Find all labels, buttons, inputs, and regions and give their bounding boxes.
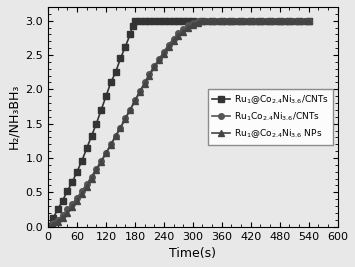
Ru$_1$@Co$_{2.4}$Ni$_{3.6}$/CNTs: [171, 19, 176, 22]
Ru$_1$Co$_{2.4}$Ni$_{3.6}$/CNTs: [142, 81, 147, 84]
Ru$_1$@Co$_{2.4}$Ni$_{3.6}$/CNTs: [84, 147, 89, 150]
Line: Ru$_1$Co$_{2.4}$Ni$_{3.6}$/CNTs: Ru$_1$Co$_{2.4}$Ni$_{3.6}$/CNTs: [45, 18, 311, 229]
Ru$_1$@Co$_{2.4}$Ni$_{3.6}$/CNTs: [80, 159, 84, 162]
Line: Ru$_1$@Co$_{2.4}$Ni$_{3.6}$ NPs: Ru$_1$@Co$_{2.4}$Ni$_{3.6}$ NPs: [45, 18, 311, 229]
Ru$_1$@Co$_{2.4}$Ni$_{3.6}$/CNTs: [186, 19, 190, 22]
Ru$_1$@Co$_{2.4}$Ni$_{3.6}$/CNTs: [166, 19, 171, 22]
Ru$_1$@Co$_{2.4}$Ni$_{3.6}$/CNTs: [229, 19, 234, 22]
Ru$_1$@Co$_{2.4}$Ni$_{3.6}$/CNTs: [152, 19, 156, 22]
Ru$_1$@Co$_{2.4}$Ni$_{3.6}$/CNTs: [157, 19, 161, 22]
Ru$_1$@Co$_{2.4}$Ni$_{3.6}$/CNTs: [128, 33, 132, 36]
Ru$_1$@Co$_{2.4}$Ni$_{3.6}$/CNTs: [258, 19, 262, 22]
Ru$_1$@Co$_{2.4}$Ni$_{3.6}$/CNTs: [268, 19, 272, 22]
Ru$_1$@Co$_{2.4}$Ni$_{3.6}$/CNTs: [130, 25, 135, 28]
Ru$_1$@Co$_{2.4}$Ni$_{3.6}$/CNTs: [109, 81, 113, 84]
Ru$_1$Co$_{2.4}$Ni$_{3.6}$/CNTs: [75, 196, 79, 199]
Ru$_1$@Co$_{2.4}$Ni$_{3.6}$/CNTs: [56, 208, 60, 211]
Ru$_1$@Co$_{2.4}$Ni$_{3.6}$/CNTs: [306, 19, 311, 22]
Ru$_1$@Co$_{2.4}$Ni$_{3.6}$/CNTs: [89, 134, 94, 138]
Ru$_1$@Co$_{2.4}$Ni$_{3.6}$/CNTs: [75, 170, 79, 173]
Ru$_1$@Co$_{2.4}$Ni$_{3.6}$/CNTs: [278, 19, 282, 22]
Ru$_1$@Co$_{2.4}$Ni$_{3.6}$/CNTs: [104, 95, 108, 98]
Ru$_1$@Co$_{2.4}$Ni$_{3.6}$ NPs: [142, 82, 147, 85]
Ru$_1$@Co$_{2.4}$Ni$_{3.6}$/CNTs: [142, 19, 147, 22]
Ru$_1$@Co$_{2.4}$Ni$_{3.6}$/CNTs: [99, 108, 103, 112]
Ru$_1$@Co$_{2.4}$Ni$_{3.6}$/CNTs: [287, 19, 291, 22]
Ru$_1$@Co$_{2.4}$Ni$_{3.6}$/CNTs: [46, 225, 50, 228]
Ru$_1$@Co$_{2.4}$Ni$_{3.6}$/CNTs: [65, 189, 70, 193]
Ru$_1$Co$_{2.4}$Ni$_{3.6}$/CNTs: [109, 143, 113, 146]
Ru$_1$@Co$_{2.4}$Ni$_{3.6}$/CNTs: [176, 19, 180, 22]
Ru$_1$@Co$_{2.4}$Ni$_{3.6}$/CNTs: [138, 19, 142, 22]
Ru$_1$@Co$_{2.4}$Ni$_{3.6}$ NPs: [306, 19, 311, 22]
Ru$_1$Co$_{2.4}$Ni$_{3.6}$/CNTs: [46, 225, 50, 228]
Ru$_1$@Co$_{2.4}$Ni$_{3.6}$ NPs: [109, 143, 113, 147]
Y-axis label: H₂/NH₃BH₃: H₂/NH₃BH₃: [7, 84, 20, 150]
Ru$_1$@Co$_{2.4}$Ni$_{3.6}$/CNTs: [297, 19, 301, 22]
Ru$_1$@Co$_{2.4}$Ni$_{3.6}$/CNTs: [191, 19, 195, 22]
Ru$_1$@Co$_{2.4}$Ni$_{3.6}$ NPs: [46, 225, 50, 228]
Ru$_1$@Co$_{2.4}$Ni$_{3.6}$/CNTs: [94, 122, 98, 125]
Ru$_1$Co$_{2.4}$Ni$_{3.6}$/CNTs: [306, 19, 311, 22]
Ru$_1$@Co$_{2.4}$Ni$_{3.6}$/CNTs: [133, 19, 137, 22]
Ru$_1$@Co$_{2.4}$Ni$_{3.6}$/CNTs: [239, 19, 243, 22]
Ru$_1$@Co$_{2.4}$Ni$_{3.6}$/CNTs: [147, 19, 152, 22]
Ru$_1$@Co$_{2.4}$Ni$_{3.6}$ NPs: [94, 169, 98, 172]
Line: Ru$_1$@Co$_{2.4}$Ni$_{3.6}$/CNTs: Ru$_1$@Co$_{2.4}$Ni$_{3.6}$/CNTs: [45, 18, 311, 229]
Ru$_1$@Co$_{2.4}$Ni$_{3.6}$/CNTs: [248, 19, 253, 22]
Ru$_1$@Co$_{2.4}$Ni$_{3.6}$/CNTs: [114, 70, 118, 74]
Ru$_1$@Co$_{2.4}$Ni$_{3.6}$/CNTs: [70, 180, 74, 184]
Ru$_1$@Co$_{2.4}$Ni$_{3.6}$/CNTs: [60, 199, 65, 202]
Ru$_1$@Co$_{2.4}$Ni$_{3.6}$/CNTs: [51, 217, 55, 220]
Ru$_1$Co$_{2.4}$Ni$_{3.6}$/CNTs: [196, 19, 200, 22]
Ru$_1$Co$_{2.4}$Ni$_{3.6}$/CNTs: [94, 167, 98, 171]
Ru$_1$@Co$_{2.4}$Ni$_{3.6}$/CNTs: [181, 19, 185, 22]
Ru$_1$Co$_{2.4}$Ni$_{3.6}$/CNTs: [282, 19, 286, 22]
Ru$_1$@Co$_{2.4}$Ni$_{3.6}$/CNTs: [162, 19, 166, 22]
Ru$_1$@Co$_{2.4}$Ni$_{3.6}$/CNTs: [220, 19, 224, 22]
Ru$_1$@Co$_{2.4}$Ni$_{3.6}$/CNTs: [210, 19, 214, 22]
X-axis label: Time(s): Time(s): [169, 247, 216, 260]
Ru$_1$@Co$_{2.4}$Ni$_{3.6}$/CNTs: [200, 19, 204, 22]
Ru$_1$@Co$_{2.4}$Ni$_{3.6}$ NPs: [282, 19, 286, 22]
Ru$_1$Co$_{2.4}$Ni$_{3.6}$/CNTs: [302, 19, 306, 22]
Ru$_1$@Co$_{2.4}$Ni$_{3.6}$/CNTs: [123, 45, 127, 48]
Ru$_1$@Co$_{2.4}$Ni$_{3.6}$ NPs: [302, 19, 306, 22]
Ru$_1$@Co$_{2.4}$Ni$_{3.6}$/CNTs: [118, 57, 122, 60]
Ru$_1$@Co$_{2.4}$Ni$_{3.6}$ NPs: [200, 19, 204, 22]
Ru$_1$@Co$_{2.4}$Ni$_{3.6}$ NPs: [75, 199, 79, 202]
Legend: Ru$_1$@Co$_{2.4}$Ni$_{3.6}$/CNTs, Ru$_1$Co$_{2.4}$Ni$_{3.6}$/CNTs, Ru$_1$@Co$_{2: Ru$_1$@Co$_{2.4}$Ni$_{3.6}$/CNTs, Ru$_1$…: [208, 89, 333, 145]
